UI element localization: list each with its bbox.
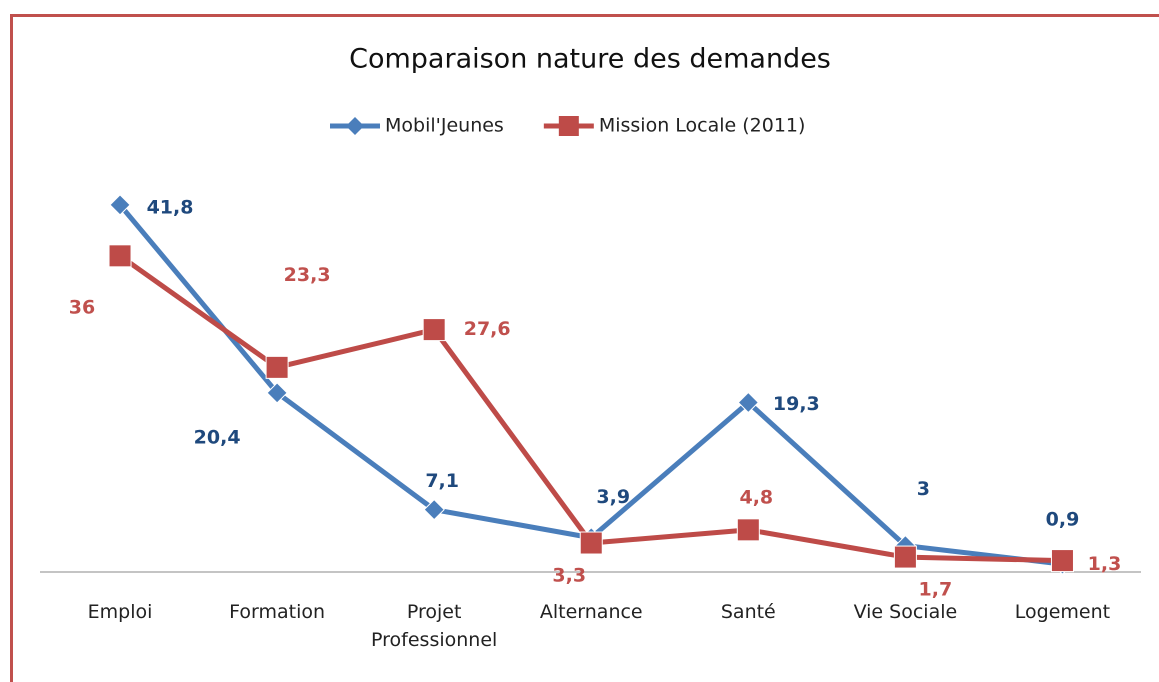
data-label: 1,3	[1088, 553, 1122, 575]
marker	[109, 194, 131, 216]
data-label: 19,3	[773, 393, 820, 415]
x-tick-label: Santé	[720, 601, 776, 623]
marker	[737, 391, 760, 414]
legend-label: Mobil'Jeunes	[385, 115, 504, 137]
x-tick-label: Formation	[229, 601, 326, 623]
data-label: 27,6	[464, 318, 511, 340]
x-tick-label: Alternance	[539, 601, 643, 623]
data-label: 4,8	[739, 486, 773, 508]
chart-title: Comparaison nature des demandes	[349, 44, 831, 75]
legend-marker	[346, 117, 364, 135]
marker	[893, 545, 917, 569]
data-label: 7,1	[425, 470, 459, 492]
marker	[266, 382, 288, 404]
x-tick-label: Projet Professionnel	[371, 601, 498, 651]
frame	[10, 14, 1159, 682]
marker	[423, 498, 445, 521]
x-tick-label: Emploi	[87, 601, 153, 623]
x-tick-label: Logement	[1014, 601, 1111, 623]
data-label: 1,7	[919, 579, 953, 601]
marker	[1050, 549, 1074, 573]
marker	[422, 318, 446, 342]
data-label: 3,3	[552, 565, 586, 587]
data-label: 0,9	[1046, 509, 1080, 531]
marker	[736, 518, 760, 542]
legend-label: Mission Locale (2011)	[599, 115, 806, 137]
marker	[108, 244, 132, 268]
marker	[265, 355, 289, 379]
data-label: 41,8	[147, 196, 194, 218]
marker	[579, 531, 603, 555]
data-label: 3,9	[596, 486, 630, 508]
data-label: 36	[69, 296, 95, 318]
series-line	[118, 253, 1063, 564]
data-label: 23,3	[284, 264, 331, 286]
series-line	[118, 203, 1063, 567]
x-tick-label: Vie Sociale	[853, 601, 958, 623]
data-label: 20,4	[194, 426, 241, 448]
legend-marker	[558, 116, 579, 136]
data-label: 3	[917, 478, 930, 500]
